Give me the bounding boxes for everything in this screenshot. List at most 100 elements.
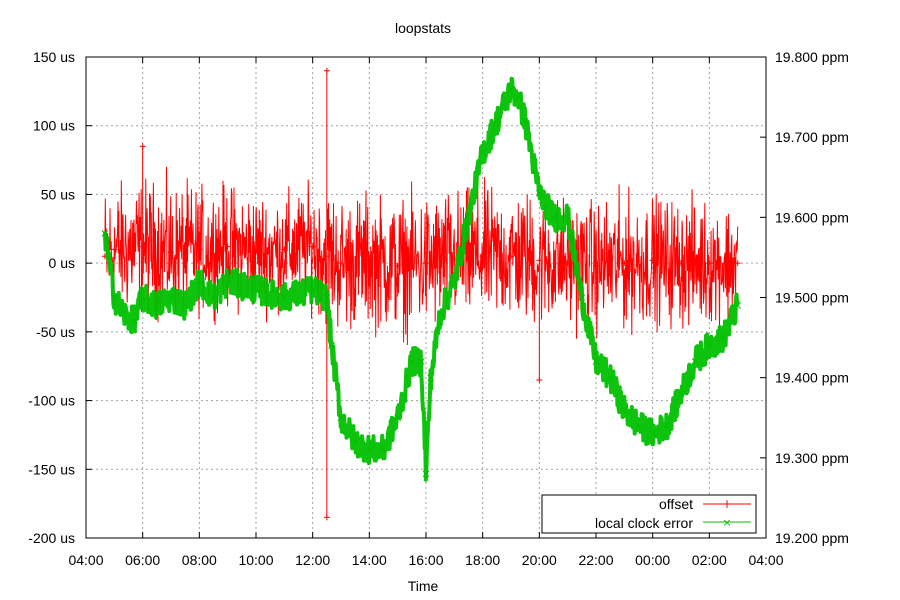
local-clock-error-point	[705, 342, 713, 349]
legend-label-offset: offset	[659, 496, 693, 512]
local-clock-error-point	[101, 230, 109, 237]
y-tick-label: -150 us	[28, 461, 75, 477]
offset-point	[706, 260, 713, 267]
offset-point	[649, 257, 656, 264]
local-clock-error-point	[564, 213, 572, 221]
legend-marker-local-clock-error: ×	[722, 516, 731, 529]
y-tick-label: -50 us	[36, 324, 75, 340]
y2-tick-label: 19.500 ppm	[775, 290, 849, 306]
local-clock-error-point	[280, 294, 288, 301]
x-tick-label: 10:00	[238, 552, 273, 568]
offset-point	[224, 243, 231, 250]
plot-series-group	[101, 67, 742, 521]
local-clock-error-point	[427, 374, 435, 382]
offset-spike-point	[139, 143, 146, 150]
local-clock-error-point	[479, 149, 487, 157]
offset-point	[394, 262, 401, 269]
x-tick-label: 00:00	[635, 552, 670, 568]
local-clock-error-point	[380, 446, 387, 454]
local-clock-error-point	[514, 93, 522, 101]
y2-tick-label: 19.700 ppm	[775, 129, 849, 145]
offset-point	[281, 246, 288, 253]
x-tick-label: 02:00	[692, 552, 727, 568]
y-tick-label: 0 us	[49, 255, 75, 271]
x-tick-label: 08:00	[182, 552, 217, 568]
series-local-clock-error	[101, 76, 742, 482]
offset-point	[338, 260, 344, 267]
local-clock-error-point	[507, 85, 515, 93]
y-tick-label: -200 us	[28, 530, 75, 546]
local-clock-error-point	[167, 294, 175, 301]
x-tick-label: 12:00	[295, 552, 330, 568]
local-clock-error-point	[252, 286, 260, 293]
local-clock-error-point	[110, 294, 118, 301]
local-clock-error-point	[521, 117, 529, 125]
local-clock-error-point	[365, 446, 373, 454]
legend: offset + local clock error ×	[541, 494, 757, 534]
offset-point	[479, 253, 486, 260]
offset-point	[196, 246, 203, 253]
x-tick-label: 16:00	[408, 552, 443, 568]
local-clock-error-point	[181, 302, 189, 309]
y2-tick-label: 19.800 ppm	[775, 49, 849, 65]
x-tick-label: 04:00	[68, 552, 103, 568]
local-clock-error-point	[422, 470, 430, 478]
offset-point	[253, 249, 259, 256]
local-clock-error-point	[465, 213, 472, 221]
axes: 04:00 06:00 08:00 10:00 12:00 14:00 16:00 18:00…	[28, 49, 849, 568]
offset-point	[423, 260, 429, 267]
offset-point	[111, 246, 118, 253]
local-clock-error-point	[195, 278, 203, 285]
y-tick-label: 50 us	[41, 186, 75, 202]
y2-tick-label: 19.200 ppm	[775, 530, 849, 546]
offset-point	[168, 249, 174, 256]
x-tick-label: 14:00	[352, 552, 387, 568]
x-tick-label: 22:00	[578, 552, 613, 568]
offset-point	[366, 257, 373, 264]
x-tick-label: 18:00	[465, 552, 500, 568]
local-clock-error-point	[592, 358, 600, 365]
legend-marker-offset: +	[722, 497, 732, 511]
y2-tick-label: 19.600 ppm	[775, 209, 849, 225]
offset-point	[309, 243, 316, 250]
local-clock-error-point	[620, 406, 628, 414]
offset-spike-point	[536, 376, 543, 383]
offset-point	[593, 262, 599, 269]
x-tick-label: 06:00	[125, 552, 160, 568]
offset-point	[564, 260, 571, 267]
local-clock-error-point	[210, 294, 217, 301]
local-clock-error-point	[535, 189, 543, 197]
local-clock-error-point	[394, 414, 402, 422]
local-clock-error-point	[417, 358, 425, 365]
legend-label-local-clock-error: local clock error	[595, 515, 693, 531]
local-clock-error-point	[139, 294, 147, 301]
y-tick-label: 100 us	[33, 118, 75, 134]
local-clock-error-line	[102, 76, 740, 482]
y2-tick-label: 19.400 ppm	[775, 370, 849, 386]
local-clock-error-point	[677, 390, 685, 398]
offset-point	[678, 260, 684, 267]
local-clock-error-point	[323, 294, 331, 301]
local-clock-error-point	[309, 286, 317, 293]
local-clock-error-point	[436, 310, 444, 317]
x-tick-label: 04:00	[748, 552, 783, 568]
local-clock-error-point	[720, 334, 727, 341]
y-tick-label: 150 us	[33, 49, 75, 65]
local-clock-error-point	[663, 422, 671, 430]
local-clock-error-point	[691, 358, 699, 365]
local-clock-error-point	[153, 302, 161, 309]
offset-spike-point	[323, 514, 330, 521]
local-clock-error-point	[450, 278, 458, 285]
local-clock-error-point	[328, 342, 335, 349]
local-clock-error-point	[649, 430, 657, 438]
local-clock-error-point	[606, 374, 614, 382]
offset-point	[734, 260, 741, 267]
local-clock-error-point	[129, 318, 137, 325]
local-clock-error-point	[734, 302, 742, 309]
offset-line	[104, 166, 739, 346]
chart-title: loopstats	[395, 20, 451, 36]
x-tick-label: 20:00	[522, 552, 557, 568]
offset-spike-point	[323, 67, 330, 74]
legend-box	[541, 494, 757, 534]
